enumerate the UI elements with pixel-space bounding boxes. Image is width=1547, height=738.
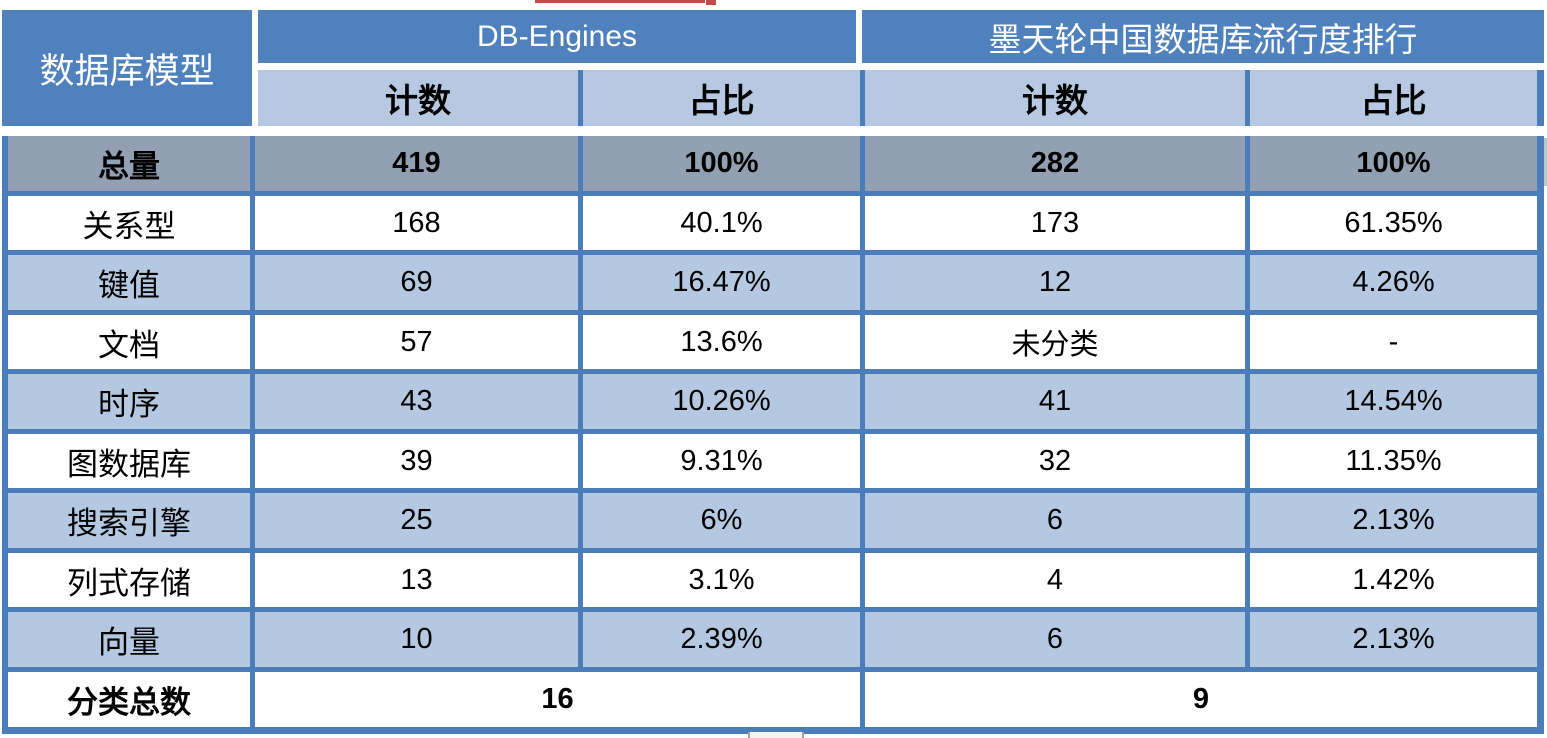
red-underline-artifact bbox=[535, 0, 705, 3]
subheader-modb-share: 占比 bbox=[1250, 70, 1537, 126]
row-time-series-dbe-share: 10.26% bbox=[583, 374, 860, 429]
row-time-series-label: 时序 bbox=[8, 374, 250, 429]
row-vector-dbe-share: 2.39% bbox=[583, 612, 860, 667]
row-relational-label: 关系型 bbox=[8, 196, 250, 250]
row-key-value-modb-share: 4.26% bbox=[1250, 255, 1537, 310]
row-time-series-modb-share: 14.54% bbox=[1250, 374, 1537, 429]
row-relational-modb-count: 173 bbox=[865, 196, 1245, 250]
subheader-modb-count: 计数 bbox=[865, 70, 1245, 126]
row-search-engine-dbe-count: 25 bbox=[255, 493, 578, 548]
row-graph-modb-share: 11.35% bbox=[1250, 434, 1537, 488]
row-vector-modb-share: 2.13% bbox=[1250, 612, 1537, 667]
row-columnar-modb-count: 4 bbox=[865, 553, 1245, 607]
grid-divider bbox=[1245, 70, 1250, 126]
row-key-value-label: 键值 bbox=[8, 255, 250, 310]
subheader-dbe-count: 计数 bbox=[258, 70, 578, 126]
row-search-engine-modb-count: 6 bbox=[865, 493, 1245, 548]
group-header-db-engines: DB-Engines bbox=[258, 10, 856, 63]
row-graph-dbe-share: 9.31% bbox=[583, 434, 860, 488]
row-category-count-label: 分类总数 bbox=[8, 672, 250, 727]
row-columnar-dbe-count: 13 bbox=[255, 553, 578, 607]
row-time-series-modb-count: 41 bbox=[865, 374, 1245, 429]
row-search-engine-dbe-share: 6% bbox=[583, 493, 860, 548]
row-vector-dbe-count: 10 bbox=[255, 612, 578, 667]
row-graph-label: 图数据库 bbox=[8, 434, 250, 488]
row-key-value-dbe-share: 16.47% bbox=[583, 255, 860, 310]
row-total-dbe-share: 100% bbox=[583, 136, 860, 191]
corner-header-database-model: 数据库模型 bbox=[2, 10, 252, 126]
row-key-value-dbe-count: 69 bbox=[255, 255, 578, 310]
horizontal-scrollbar-thumb[interactable] bbox=[748, 732, 804, 738]
group-header-modb-ranking: 墨天轮中国数据库流行度排行 bbox=[862, 10, 1544, 63]
row-total-label: 总量 bbox=[8, 136, 250, 191]
row-vector-modb-count: 6 bbox=[865, 612, 1245, 667]
row-document-dbe-count: 57 bbox=[255, 315, 578, 369]
row-vector-label: 向量 bbox=[8, 612, 250, 667]
row-graph-dbe-count: 39 bbox=[255, 434, 578, 488]
grid-divider bbox=[578, 70, 583, 126]
row-shadow-artifact bbox=[1544, 138, 1547, 186]
row-columnar-modb-share: 1.42% bbox=[1250, 553, 1537, 607]
row-category-count-modb: 9 bbox=[865, 672, 1537, 727]
row-document-modb-share: - bbox=[1250, 315, 1537, 369]
row-category-count-dbe: 16 bbox=[255, 672, 860, 727]
row-relational-dbe-count: 168 bbox=[255, 196, 578, 250]
row-document-label: 文档 bbox=[8, 315, 250, 369]
row-total-modb-share: 100% bbox=[1250, 136, 1537, 191]
row-key-value-modb-count: 12 bbox=[865, 255, 1245, 310]
row-columnar-label: 列式存储 bbox=[8, 553, 250, 607]
row-document-dbe-share: 13.6% bbox=[583, 315, 860, 369]
row-relational-modb-share: 61.35% bbox=[1250, 196, 1537, 250]
grid-divider bbox=[1537, 70, 1544, 126]
row-total-dbe-count: 419 bbox=[255, 136, 578, 191]
row-document-modb-count: 未分类 bbox=[865, 315, 1245, 369]
row-columnar-dbe-share: 3.1% bbox=[583, 553, 860, 607]
row-time-series-dbe-count: 43 bbox=[255, 374, 578, 429]
row-graph-modb-count: 32 bbox=[865, 434, 1245, 488]
grid-divider bbox=[860, 70, 865, 126]
red-underline-artifact-2 bbox=[706, 0, 716, 5]
row-search-engine-label: 搜索引擎 bbox=[8, 493, 250, 548]
row-relational-dbe-share: 40.1% bbox=[583, 196, 860, 250]
row-total-modb-count: 282 bbox=[865, 136, 1245, 191]
subheader-dbe-share: 占比 bbox=[583, 70, 860, 126]
row-search-engine-modb-share: 2.13% bbox=[1250, 493, 1537, 548]
